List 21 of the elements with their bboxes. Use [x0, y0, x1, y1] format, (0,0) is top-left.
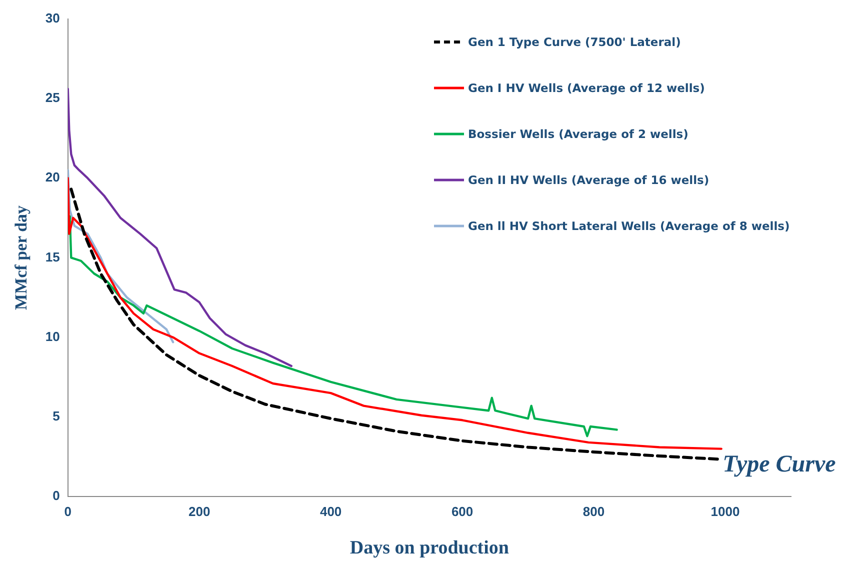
- x-tick-label: 1000: [710, 504, 740, 519]
- legend-label: Gen I HV Wells (Average of 12 wells): [468, 80, 705, 94]
- y-tick-label: 20: [45, 170, 60, 185]
- x-tick-label: 0: [64, 504, 72, 519]
- annotation: Type Curve: [722, 451, 836, 478]
- x-tick-label: 200: [188, 504, 210, 519]
- x-tick-label: 800: [582, 504, 605, 519]
- y-tick-label: 25: [45, 90, 60, 106]
- legend-label: Gen ll HV Short Lateral Wells (Average of 8 wells): [468, 218, 790, 232]
- y-axis-title: MMcf per day: [12, 204, 31, 310]
- y-tick-label: 30: [45, 10, 60, 26]
- x-tick-label: 600: [451, 504, 474, 519]
- legend-label: Gen II HV Wells (Average of 16 wells): [468, 172, 710, 186]
- y-tick-label: 15: [45, 249, 60, 264]
- x-tick-label: 400: [320, 504, 342, 519]
- legend-label: Gen 1 Type Curve (7500' Lateral): [468, 34, 681, 48]
- x-axis-title: Days on production: [350, 538, 510, 559]
- y-tick-label: 10: [45, 328, 60, 344]
- legend-label: Bossier Wells (Average of 2 wells): [468, 126, 688, 140]
- y-tick-label: 0: [52, 488, 60, 504]
- y-tick-label: 5: [52, 408, 60, 424]
